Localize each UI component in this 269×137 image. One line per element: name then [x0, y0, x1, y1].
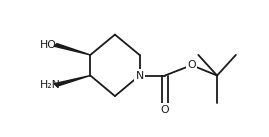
Text: N: N [135, 71, 144, 81]
Text: HO: HO [40, 40, 56, 50]
Polygon shape [54, 44, 90, 55]
Text: O: O [161, 105, 169, 115]
Text: O: O [187, 60, 196, 70]
Text: H₂N: H₂N [40, 80, 60, 90]
Polygon shape [54, 75, 90, 86]
